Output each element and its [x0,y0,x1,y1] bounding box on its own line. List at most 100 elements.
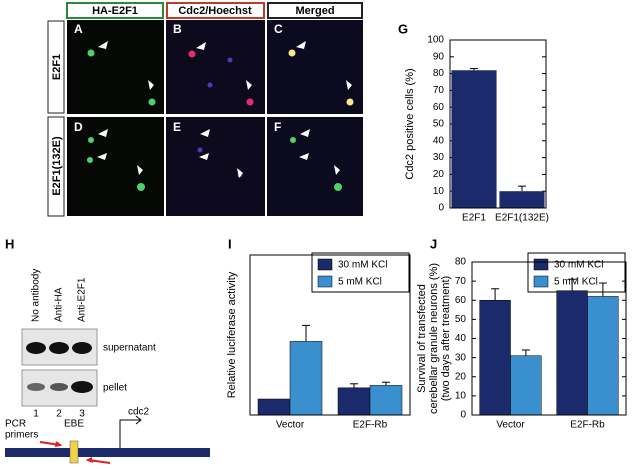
cell [246,98,254,106]
plot-frame [249,254,411,416]
y-tick-label: 60 [433,102,445,113]
x-tick-label: E2F-Rb [353,420,388,431]
diagram-label: primers [5,430,38,441]
bar [587,296,619,416]
band [26,342,46,354]
cell [87,157,93,163]
y-tick-label: 30 [433,152,445,163]
x-tick-label: Vector [276,420,305,431]
panel-letter: E [173,120,181,134]
y-axis-label: cerebellar granule neurons (%) [428,263,440,414]
legend-swatch [533,275,549,288]
header-box [267,2,363,19]
ebe-box [69,440,79,464]
panel-letter: F [274,120,281,134]
y-axis-label: Cdc2 positive cells (%) [404,68,416,179]
band [72,342,92,354]
row-header: E2F1(132E) [51,136,63,196]
panel-label: I [228,236,232,251]
image [166,20,265,114]
legend-label: 30 mM KCl [554,260,603,271]
image [67,20,164,114]
x-tick-label: E2F1 [462,213,486,224]
y-tick-label: 80 [433,68,445,79]
bar [289,341,323,416]
legend-label: 30 mM KCl [338,260,387,271]
diagram-label: EBE [64,419,84,430]
tss-arrow [119,415,142,448]
y-tick-label: 20 [455,371,467,382]
bar [499,191,545,208]
cell [334,183,342,191]
header-box [66,2,164,19]
y-tick-label: 10 [433,186,445,197]
row-header: E2F1 [51,54,63,80]
image [166,117,265,216]
bar [369,385,403,416]
bar [451,70,497,209]
y-tick-label: 0 [460,410,466,421]
y-tick-label: 20 [433,169,445,180]
plot-frame [471,261,627,416]
panel-letter: B [173,22,182,36]
diagram-label: cdc2 [128,407,150,418]
y-axis-label: Survival of transfected [416,284,428,393]
cell [227,57,233,63]
image [67,117,164,216]
y-tick-label: 30 [455,352,467,363]
y-tick-label: 40 [433,135,445,146]
cell [88,137,94,143]
panel-label: G [398,21,408,36]
column-header: Cdc2/Hoechst [178,5,252,17]
y-tick-label: 80 [455,257,467,268]
row-box [47,116,65,217]
cell [87,49,95,57]
legend-swatch [317,258,333,271]
cell [346,98,354,106]
bar [479,300,511,416]
y-tick-label: 90 [433,51,445,62]
cell [137,183,145,191]
bar [510,355,542,416]
cell [207,82,213,88]
band [27,383,45,391]
y-tick-label: 70 [455,276,467,287]
y-tick-label: 50 [455,314,467,325]
cell [188,50,196,58]
plot-frame [449,39,547,209]
legend-swatch [533,258,549,271]
row-box [47,20,65,114]
column-header: Merged [295,5,334,17]
y-tick-label: 60 [455,295,467,306]
band [50,383,68,391]
y-tick-label: 100 [427,35,444,46]
lane-number: 2 [56,409,62,420]
lane-number: 3 [79,409,85,420]
y-tick-label: 50 [433,119,445,130]
y-tick-label: 40 [455,333,467,344]
legend-label: 5 mM KCl [554,277,598,288]
y-tick-label: 10 [455,391,467,402]
gel-row-label: pellet [103,383,127,394]
diagram-label: PCR [5,419,26,430]
legend-box [311,252,410,293]
cell [290,137,296,143]
y-tick-label: 70 [433,85,445,96]
legend-label: 5 mM KCl [338,277,382,288]
bar [337,387,371,416]
micrographs [67,20,363,216]
x-tick-label: E2F1(132E) [495,213,549,224]
band [71,381,93,393]
panel-letter: C [274,22,283,36]
legend-swatch [317,275,333,288]
y-tick-label: 0 [438,203,444,214]
image [267,117,363,216]
panel-label: H [5,236,14,251]
dna [5,448,210,457]
image [267,20,363,114]
header-box [166,2,265,19]
lane-number: 1 [33,409,39,420]
x-tick-label: E2F-Rb [570,420,605,431]
y-axis-label: Relative luciferase activity [226,271,238,398]
